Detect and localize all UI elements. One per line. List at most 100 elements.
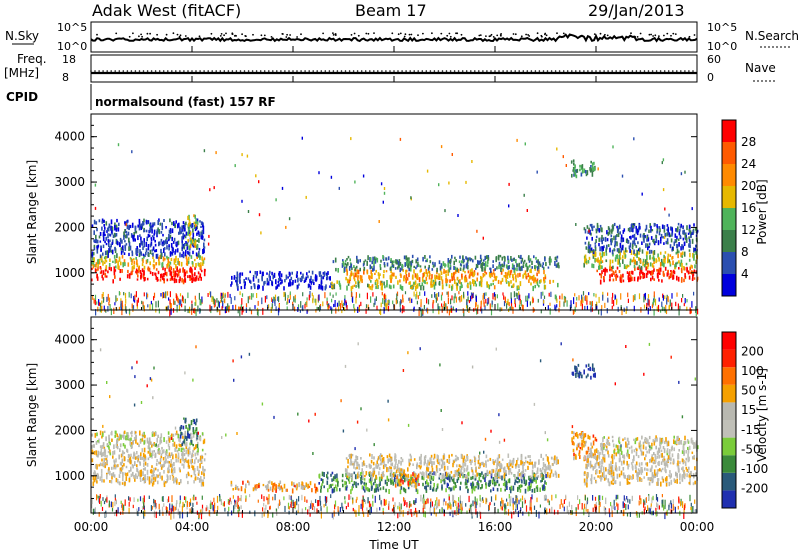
power-cell bbox=[667, 227, 670, 233]
power-cell bbox=[114, 225, 116, 231]
velocity-cell bbox=[143, 462, 145, 468]
velocity-cell bbox=[237, 488, 240, 491]
power-scatter-cell bbox=[305, 195, 307, 199]
power-cell bbox=[348, 266, 351, 271]
power-cell bbox=[473, 272, 475, 277]
power-cell bbox=[409, 281, 411, 285]
power-cell bbox=[116, 253, 118, 259]
power-scatter-cell bbox=[362, 174, 365, 178]
power-cell bbox=[170, 271, 173, 277]
power-cell bbox=[99, 240, 102, 243]
power-cell bbox=[159, 241, 161, 246]
velocity-cell bbox=[498, 461, 501, 465]
power-cell bbox=[646, 243, 649, 247]
power-cell bbox=[341, 263, 344, 268]
power-noise-cell bbox=[173, 298, 175, 305]
power-noise-cell bbox=[220, 299, 222, 304]
velocity-cell bbox=[504, 481, 506, 486]
velocity-cell bbox=[484, 477, 486, 482]
velocity-cell bbox=[167, 475, 169, 481]
power-cell bbox=[113, 232, 116, 238]
power-cell bbox=[601, 265, 603, 270]
power-cell bbox=[307, 275, 309, 279]
velocity-cell bbox=[92, 481, 95, 486]
velocity-cell bbox=[356, 456, 359, 461]
power-cell bbox=[573, 162, 575, 166]
power-cell bbox=[607, 244, 610, 247]
velocity-cell bbox=[118, 474, 121, 478]
velocity-cell bbox=[518, 485, 521, 490]
power-noise-cell bbox=[101, 300, 103, 305]
power-cell bbox=[544, 285, 547, 290]
power-cell bbox=[460, 282, 463, 286]
velocity-cell bbox=[264, 485, 267, 488]
power-cell bbox=[517, 285, 520, 289]
power-noise-cell bbox=[466, 301, 468, 306]
velocity-cell bbox=[161, 475, 163, 481]
power-cell bbox=[105, 221, 108, 226]
power-cell bbox=[606, 230, 608, 235]
velocity-cell bbox=[336, 478, 339, 483]
nsearch-point bbox=[397, 33, 400, 36]
power-cell bbox=[530, 268, 532, 274]
power-cell bbox=[151, 235, 154, 238]
power-cell bbox=[107, 253, 109, 258]
power-scatter-cell bbox=[508, 204, 510, 208]
velocity-cell bbox=[458, 464, 461, 468]
nsearch-point bbox=[562, 32, 565, 35]
velocity-cell bbox=[527, 465, 529, 470]
power-cell bbox=[530, 282, 532, 286]
power-cell bbox=[189, 231, 192, 235]
power-noise-cell bbox=[341, 309, 343, 314]
power-cell bbox=[177, 240, 180, 245]
velocity-cell bbox=[371, 475, 373, 481]
power-cell bbox=[414, 285, 417, 292]
velocity-cell bbox=[507, 466, 510, 470]
power-cell bbox=[678, 250, 680, 254]
velocity-cell bbox=[100, 468, 103, 474]
velocity-cell bbox=[135, 473, 137, 477]
power-cell bbox=[433, 282, 435, 287]
power-noise-cell bbox=[178, 299, 180, 305]
power-cell bbox=[389, 275, 392, 280]
velocity-cell bbox=[379, 458, 382, 462]
velocity-cell bbox=[445, 476, 447, 480]
power-cell bbox=[126, 220, 128, 225]
velocity-cell bbox=[133, 454, 135, 460]
power-cell bbox=[631, 223, 633, 229]
velocity-cell bbox=[539, 468, 542, 472]
power-cell bbox=[434, 281, 437, 286]
power-cell bbox=[166, 264, 168, 269]
velocity-cell bbox=[504, 484, 507, 488]
velocity-cell bbox=[115, 458, 117, 463]
power-noise-cell bbox=[595, 293, 597, 298]
velocity-cell bbox=[530, 482, 532, 488]
velocity-cell bbox=[132, 471, 134, 476]
power-cell bbox=[467, 264, 469, 270]
power-noise-cell bbox=[493, 292, 496, 297]
velocity-cell bbox=[388, 467, 390, 472]
power-noise-cell bbox=[647, 294, 650, 299]
nave-point bbox=[150, 70, 153, 72]
power-cell bbox=[668, 276, 670, 280]
power-cell bbox=[169, 251, 172, 255]
velocity-cell bbox=[396, 463, 399, 469]
power-cell bbox=[655, 258, 657, 264]
velocity-cell bbox=[323, 485, 325, 489]
velocity-cell bbox=[441, 484, 443, 489]
power-cell bbox=[694, 247, 696, 252]
nave-point bbox=[251, 70, 254, 72]
velocity-cell bbox=[351, 486, 353, 491]
power-noise-cell bbox=[682, 294, 684, 298]
power-noise-cell bbox=[167, 305, 169, 311]
power-noise-cell bbox=[227, 291, 229, 298]
velocity-cell bbox=[334, 474, 336, 479]
velocity-cell bbox=[107, 469, 110, 475]
power-cell bbox=[695, 251, 697, 255]
power-cell bbox=[383, 281, 385, 286]
power-cell bbox=[645, 266, 647, 271]
velocity-cell bbox=[159, 437, 162, 442]
power-cell bbox=[591, 250, 593, 253]
power-cell bbox=[501, 277, 504, 282]
velocity-cell bbox=[529, 478, 531, 482]
